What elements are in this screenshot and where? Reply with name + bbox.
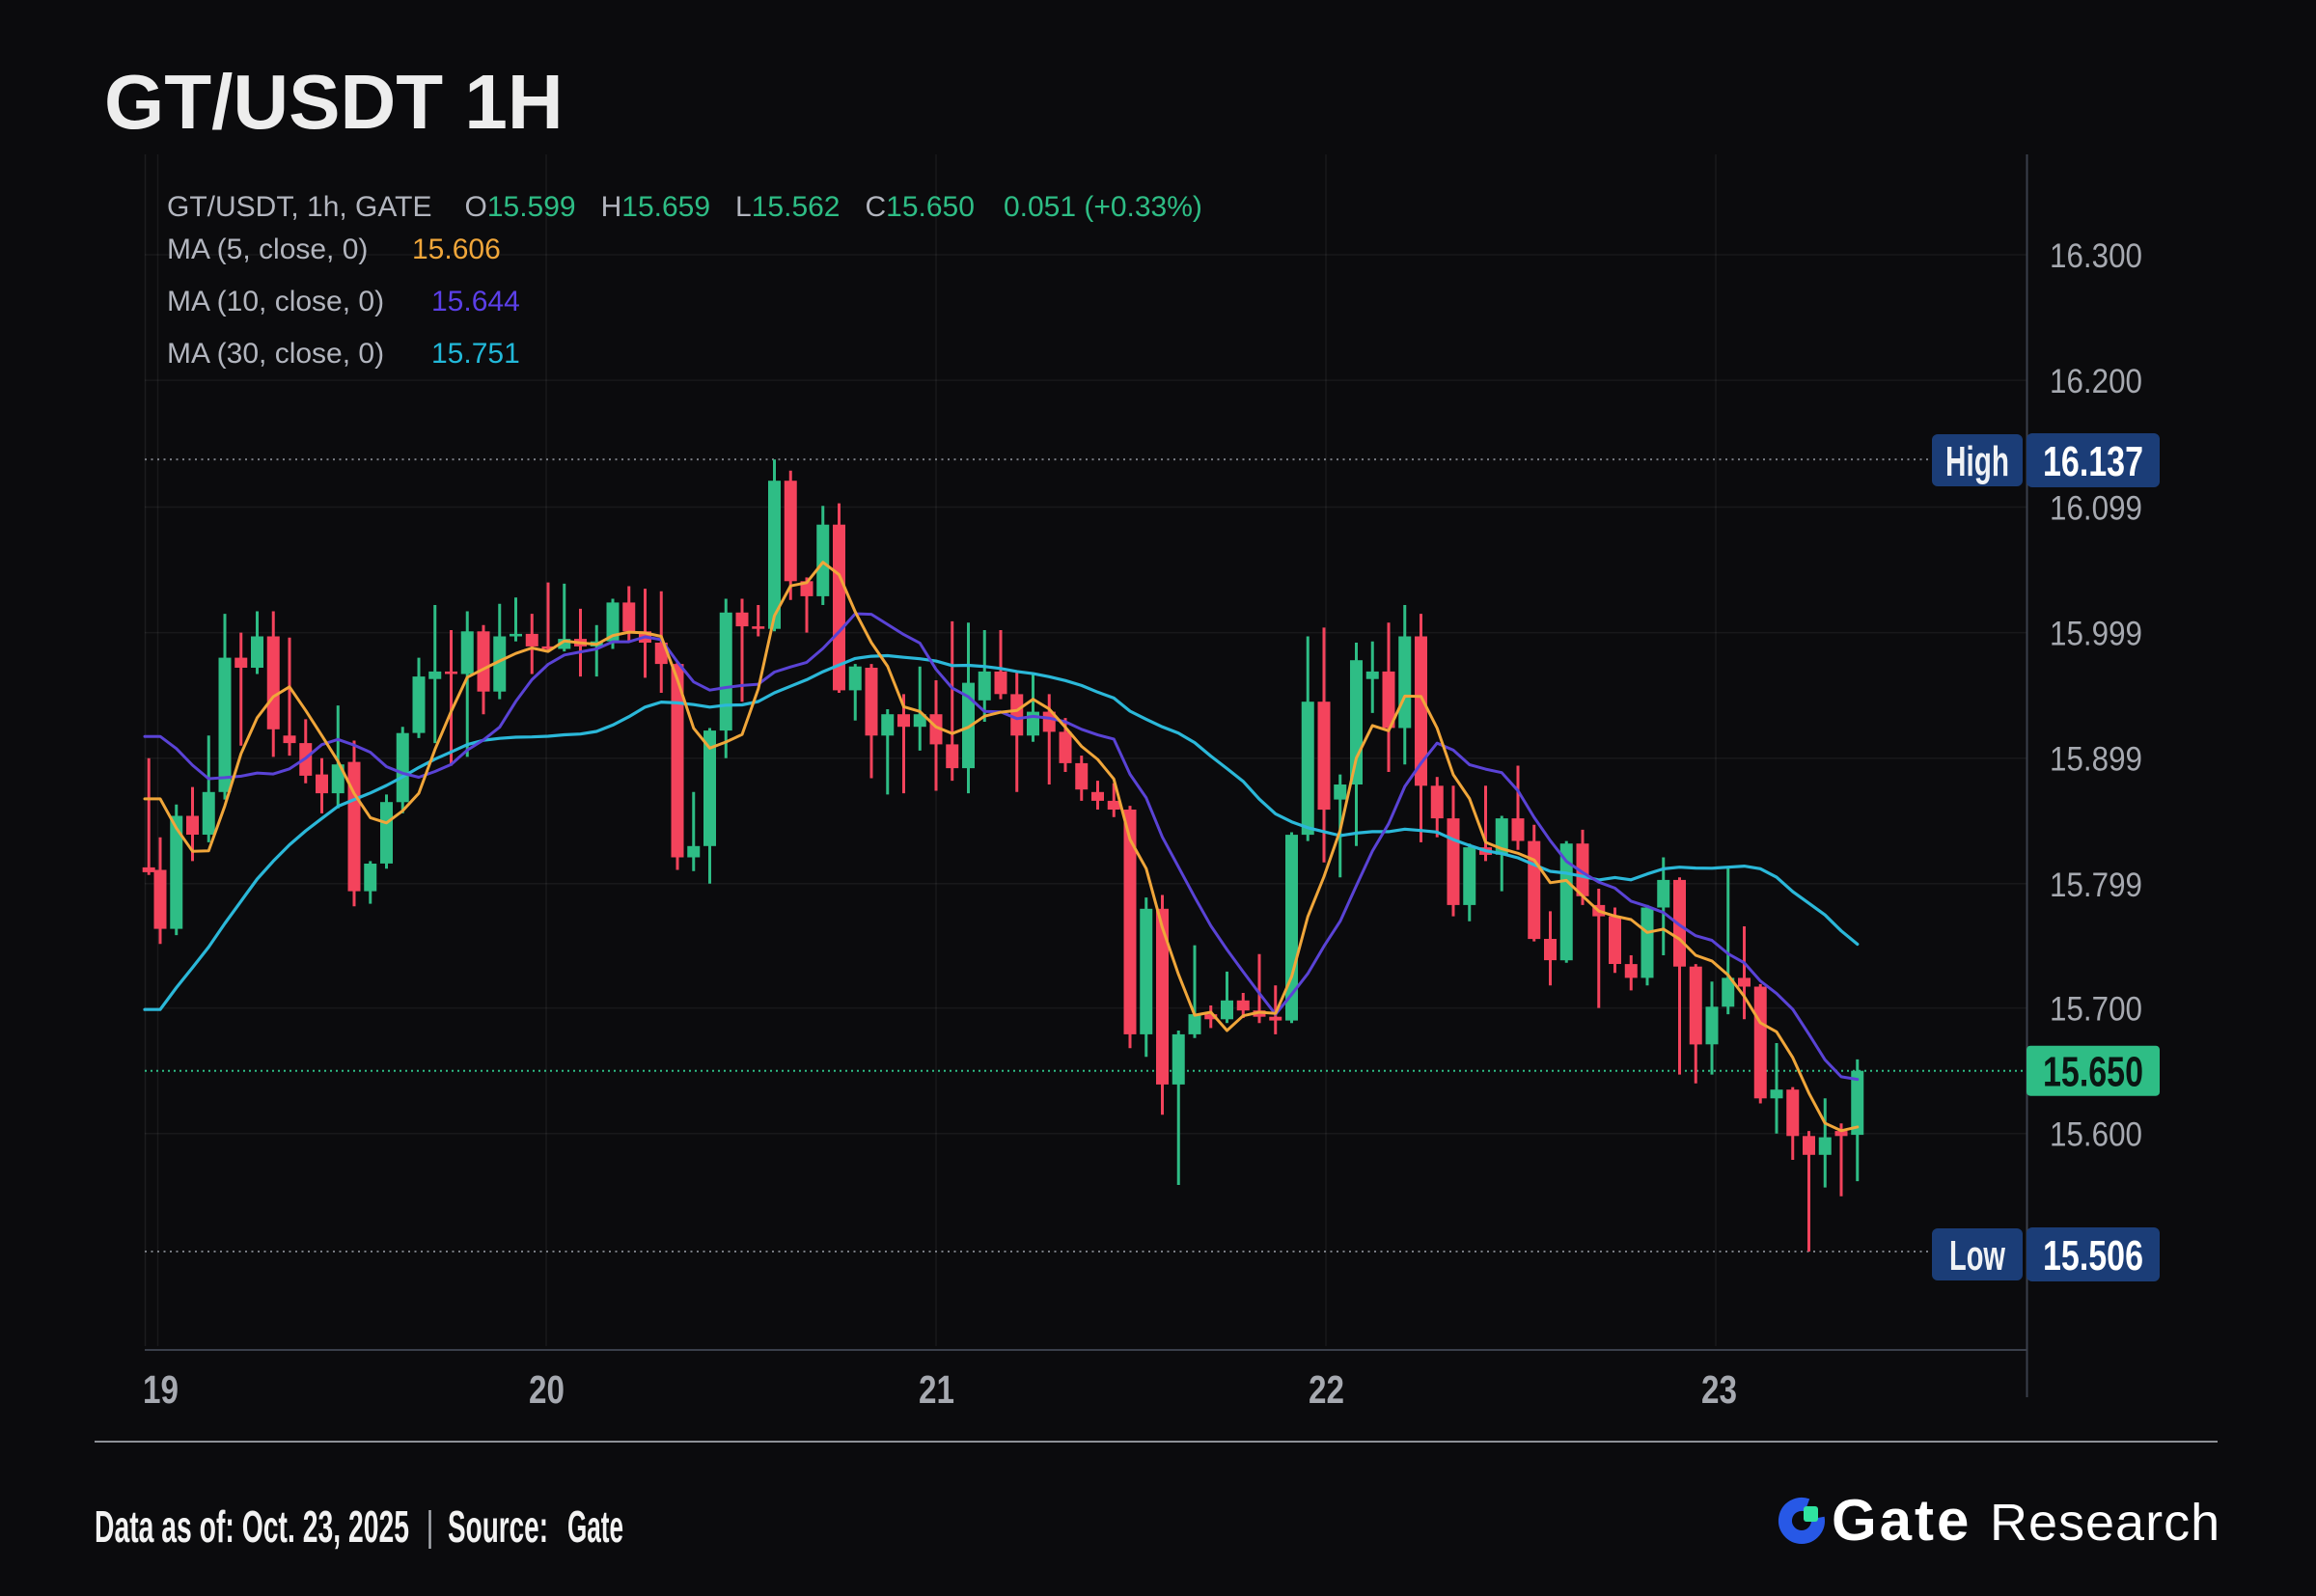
- svg-text:20: 20: [529, 1367, 565, 1412]
- svg-text:16.099: 16.099: [2050, 490, 2142, 528]
- svg-text:MA (30, close, 0)15.751: MA (30, close, 0) 15.751: [167, 338, 520, 370]
- svg-text:19: 19: [143, 1367, 179, 1412]
- svg-text:21: 21: [919, 1367, 954, 1412]
- svg-text:23: 23: [1701, 1367, 1737, 1412]
- svg-text:15.700: 15.700: [2050, 991, 2142, 1029]
- svg-text:16.137: 16.137: [2043, 438, 2143, 485]
- svg-text:Gate: Gate: [567, 1501, 623, 1552]
- svg-text:MA (10, close, 0)15.644: MA (10, close, 0) 15.644: [167, 286, 520, 317]
- svg-text:15.506: 15.506: [2043, 1232, 2143, 1280]
- svg-text:16.200: 16.200: [2050, 363, 2142, 400]
- svg-text:15.999: 15.999: [2050, 616, 2142, 653]
- svg-text:15.650: 15.650: [2043, 1049, 2143, 1096]
- svg-text:16.300: 16.300: [2050, 237, 2142, 275]
- svg-text:Gate: Gate: [1832, 1488, 1971, 1553]
- svg-text:Low: Low: [1949, 1232, 2006, 1280]
- svg-text:15.799: 15.799: [2050, 867, 2142, 904]
- svg-text:Data as of: Oct. 23, 2025: Data as of: Oct. 23, 2025: [95, 1501, 409, 1552]
- svg-text:15.600: 15.600: [2050, 1116, 2142, 1154]
- svg-text:22: 22: [1309, 1367, 1344, 1412]
- svg-text:High: High: [1945, 438, 2009, 485]
- svg-text:GT/USDT 1H: GT/USDT 1H: [104, 59, 564, 145]
- svg-text:15.899: 15.899: [2050, 741, 2142, 779]
- svg-text:Source:: Source:: [448, 1501, 548, 1552]
- svg-text:Research: Research: [1990, 1494, 2220, 1552]
- svg-text:MA (5, close, 0)15.606: MA (5, close, 0) 15.606: [167, 234, 501, 265]
